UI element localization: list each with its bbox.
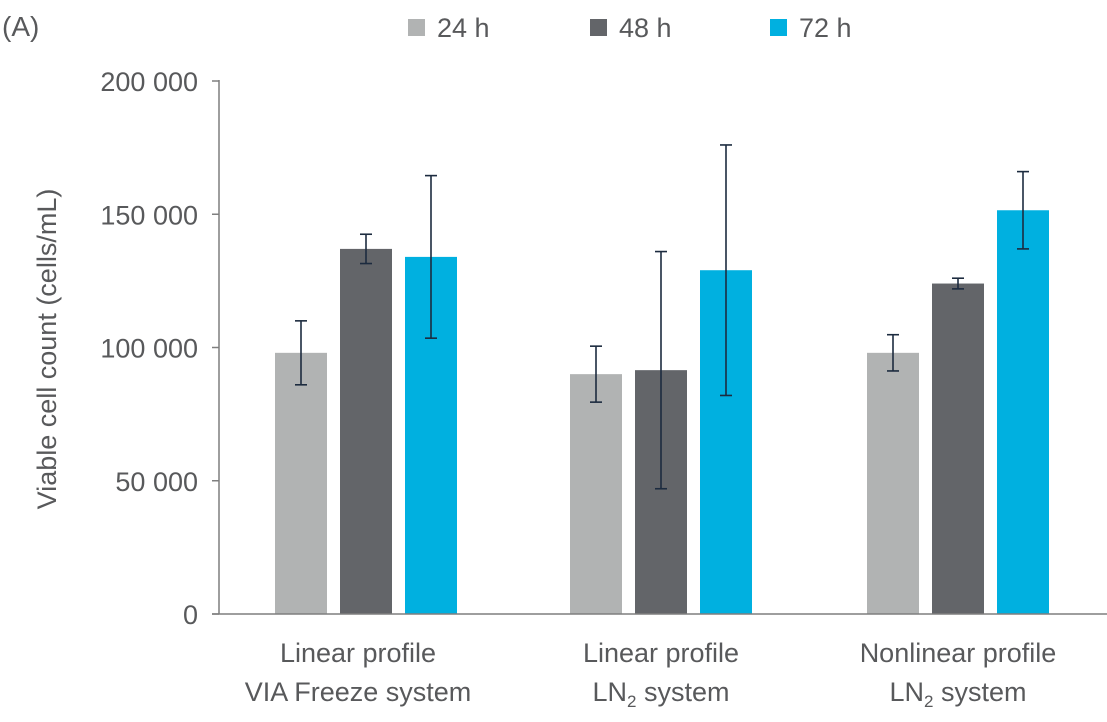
bar — [570, 374, 622, 614]
y-tick-label: 200 000 — [100, 67, 198, 97]
y-axis-label: Viable cell count (cells/mL) — [32, 189, 62, 510]
x-tick-label: LN2 system — [593, 677, 730, 711]
x-tick-label: VIA Freeze system — [245, 677, 472, 707]
x-tick-label: Linear profile — [280, 638, 436, 668]
y-axis-ticks: 0 50 000 100 000 150 000 200 000 — [100, 67, 219, 630]
legend-swatch — [770, 19, 787, 36]
panel-label: (A) — [2, 11, 39, 42]
y-tick-label: 100 000 — [100, 334, 198, 364]
legend-swatch — [408, 19, 425, 36]
bar — [932, 283, 984, 614]
bar — [275, 352, 327, 614]
bar — [867, 352, 919, 614]
legend-label: 72 h — [799, 13, 852, 43]
legend-swatch — [590, 19, 607, 36]
y-tick-label: 150 000 — [100, 200, 198, 230]
x-tick-label: Linear profile — [583, 638, 739, 668]
y-tick-label: 0 — [183, 600, 198, 630]
x-tick-label: LN2 system — [890, 677, 1027, 711]
legend-label: 48 h — [619, 13, 672, 43]
bar — [340, 248, 392, 614]
bars — [275, 210, 1049, 614]
x-axis-labels: Linear profile VIA Freeze system Linear pr… — [245, 638, 1057, 711]
y-tick-label: 50 000 — [115, 467, 198, 497]
error-bars — [295, 144, 1029, 490]
x-tick-label: Nonlinear profile — [860, 638, 1057, 668]
legend: 24 h 48 h 72 h — [408, 13, 852, 43]
legend-label: 24 h — [437, 13, 490, 43]
bar — [997, 210, 1049, 614]
